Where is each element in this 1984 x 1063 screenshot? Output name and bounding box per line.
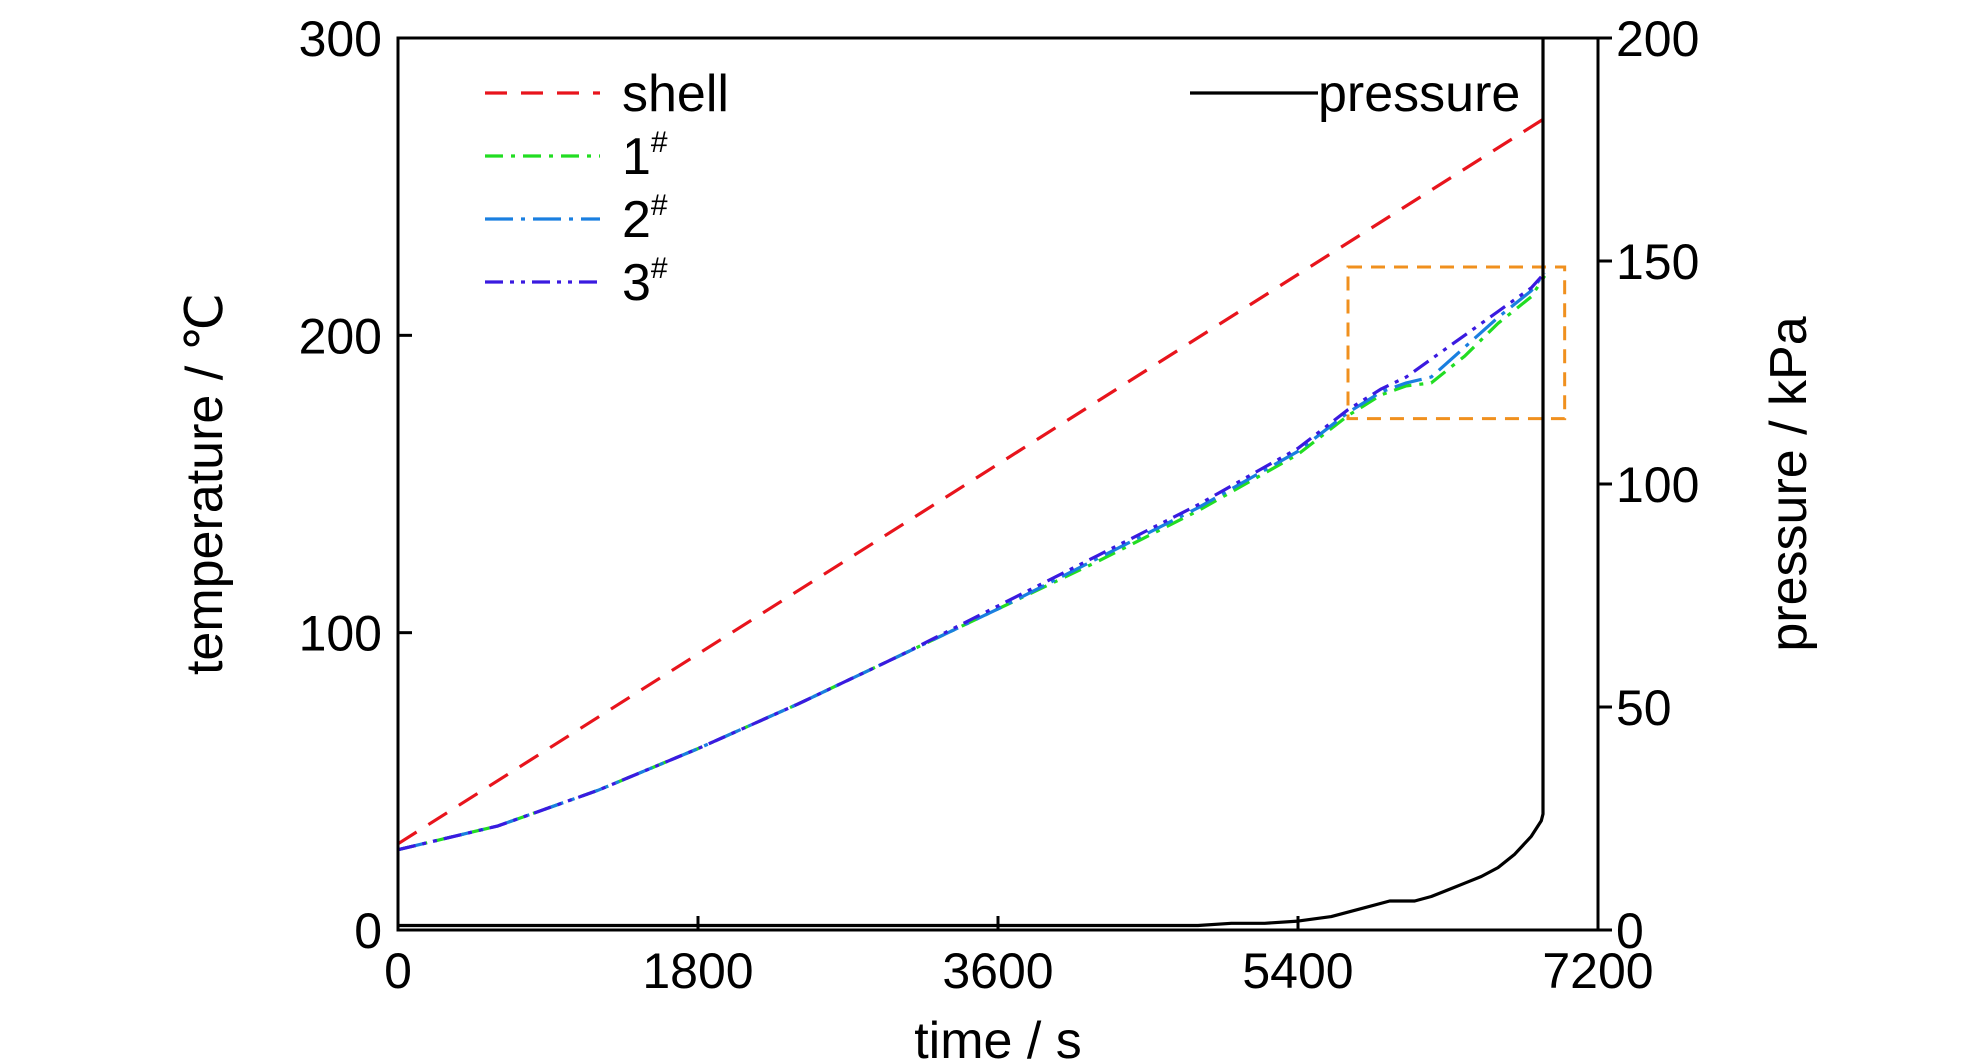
x-tick-label: 3600	[942, 943, 1053, 999]
legend-label: shell	[622, 65, 729, 123]
series-line-1-hash	[397, 275, 1547, 852]
y-right-tick-label: 100	[1616, 457, 1699, 513]
legend-label: pressure	[1318, 65, 1520, 123]
y-right-axis-label: pressure / kPa	[1760, 316, 1818, 651]
legend-item-shell: shell	[485, 65, 729, 123]
series-layer	[397, 38, 1547, 928]
x-tick-label: 5400	[1242, 943, 1353, 999]
legend-label: 2#	[622, 189, 668, 249]
legend-superscript: #	[651, 189, 668, 222]
legend-item-1-hash: 1#	[485, 126, 668, 186]
series-line-shell	[397, 116, 1546, 846]
series-line-3-hash	[397, 271, 1546, 852]
legend-label: 1#	[622, 126, 668, 186]
legend-label: 3#	[622, 252, 668, 312]
x-tick-label: 1800	[642, 943, 753, 999]
x-axis-label: time / s	[914, 1012, 1082, 1063]
legend-superscript: #	[651, 126, 668, 159]
x-tick-label: 0	[384, 943, 412, 999]
y-right-tick-label: 0	[1616, 903, 1644, 959]
y-left-tick-label: 100	[299, 606, 382, 662]
y-left-axis-label: temperature / ℃	[176, 293, 234, 675]
y-left-tick-label: 300	[299, 11, 382, 67]
legend-item-3-hash: 3#	[485, 252, 668, 312]
y-right-tick-label: 200	[1616, 11, 1699, 67]
y-right-tick-label: 150	[1616, 234, 1699, 290]
legend-item-pressure: pressure	[1190, 65, 1520, 123]
legend-item-2-hash: 2#	[485, 189, 668, 249]
legend-superscript: #	[651, 252, 668, 285]
y-right-tick-label: 50	[1616, 680, 1672, 736]
y-left-tick-label: 0	[354, 903, 382, 959]
series-line-pressure	[398, 38, 1545, 928]
series-line-2-hash	[397, 271, 1546, 852]
x-tick-label: 7200	[1542, 943, 1653, 999]
y-left-tick-label: 200	[299, 308, 382, 364]
